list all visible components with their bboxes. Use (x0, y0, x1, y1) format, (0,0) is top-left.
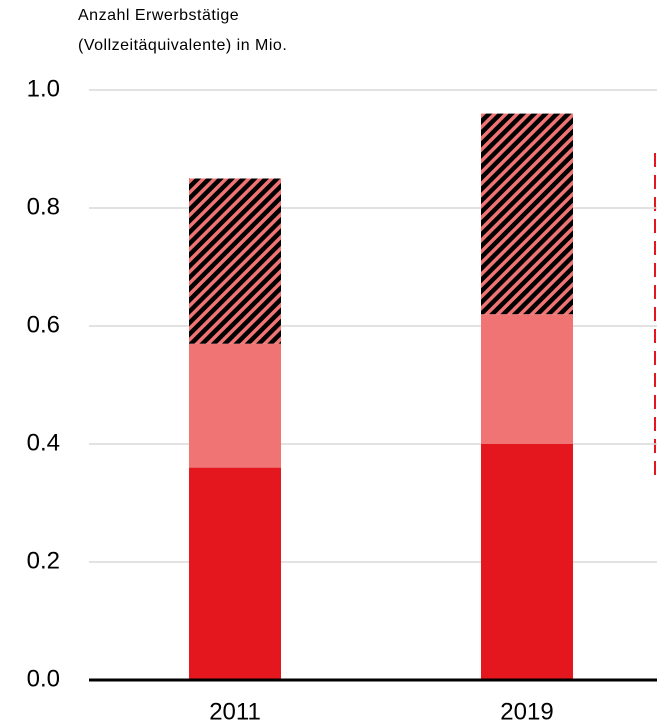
x-tick-label: 2019 (500, 698, 553, 725)
bar-segment (189, 178, 281, 344)
y-axis-label: (Vollzeitäquivalente) in Mio. (78, 37, 287, 54)
bar-segment (481, 444, 573, 680)
y-tick-label: 0.6 (27, 311, 60, 338)
y-tick-label: 0.2 (27, 547, 60, 574)
x-tick-label: 2011 (209, 698, 261, 725)
bar-segment (481, 314, 573, 444)
y-tick-label: 0.4 (27, 429, 60, 456)
y-tick-label: 1.0 (27, 75, 60, 102)
y-axis-label: Anzahl Erwerbstätige (78, 7, 239, 24)
bar-segment (189, 467, 281, 680)
bar-segment (189, 343, 281, 468)
y-tick-label: 0.0 (27, 665, 60, 692)
bar-segment (481, 113, 573, 315)
y-tick-label: 0.8 (27, 193, 60, 220)
